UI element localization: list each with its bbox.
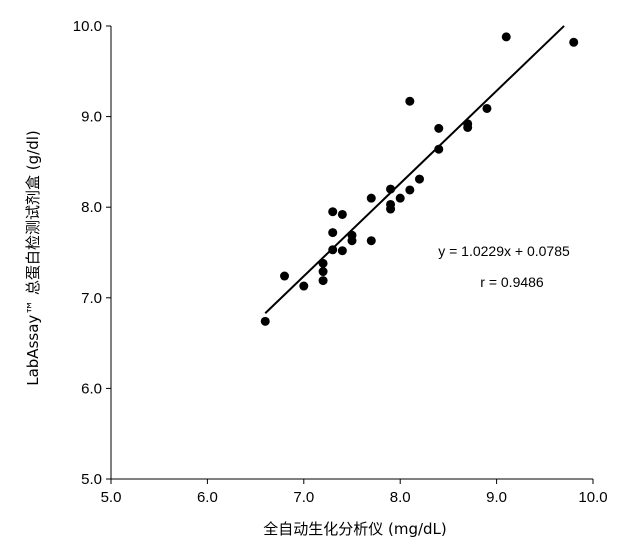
y-tick-label: 10.0 [73, 18, 102, 35]
data-point [395, 193, 405, 203]
x-tick-label: 5.0 [101, 489, 122, 506]
data-point [482, 103, 492, 113]
x-axis-ticks: 5.0 6.0 7.0 8.0 9.0 10.0 [101, 479, 608, 506]
data-point [337, 209, 347, 219]
data-point [318, 258, 328, 268]
r-value-annotation: r = 0.9486 [480, 274, 544, 290]
data-point [405, 185, 415, 195]
data-point [463, 119, 473, 129]
x-axis-title: 全自动生化分析仪 (mg/dL) [263, 520, 447, 538]
data-point [386, 184, 396, 194]
data-point [414, 174, 424, 184]
y-axis-title: LabAssay™ 总蛋白检测试剂盒 (g/dl) [24, 130, 42, 386]
y-axis-ticks: 5.0 6.0 7.0 8.0 9.0 10.0 [73, 18, 111, 488]
y-tick-label: 8.0 [81, 199, 102, 216]
data-point [366, 193, 376, 203]
data-point [328, 207, 338, 217]
trendline [264, 25, 565, 314]
x-tick-label: 9.0 [486, 489, 507, 506]
data-point [318, 276, 328, 286]
data-point [366, 236, 376, 246]
data-point [299, 281, 309, 291]
y-tick-label: 9.0 [81, 109, 102, 126]
data-point [569, 37, 579, 47]
y-tick-label: 5.0 [81, 471, 102, 488]
y-tick-label: 7.0 [81, 290, 102, 307]
data-point [337, 246, 347, 256]
data-point [280, 271, 290, 281]
y-tick-label: 6.0 [81, 380, 102, 397]
data-point [386, 199, 396, 209]
data-points [260, 32, 579, 326]
x-tick-label: 6.0 [197, 489, 218, 506]
data-point [328, 228, 338, 238]
data-point [434, 123, 444, 133]
data-point [328, 245, 338, 255]
data-point [347, 230, 357, 240]
equation-annotation: y = 1.0229x + 0.0785 [438, 243, 570, 259]
data-point [260, 316, 270, 326]
data-point [434, 144, 444, 154]
data-point [318, 267, 328, 277]
x-tick-label: 7.0 [293, 489, 314, 506]
x-tick-label: 10.0 [578, 489, 607, 506]
x-tick-label: 8.0 [390, 489, 411, 506]
data-point [405, 96, 415, 106]
data-point [501, 32, 511, 42]
